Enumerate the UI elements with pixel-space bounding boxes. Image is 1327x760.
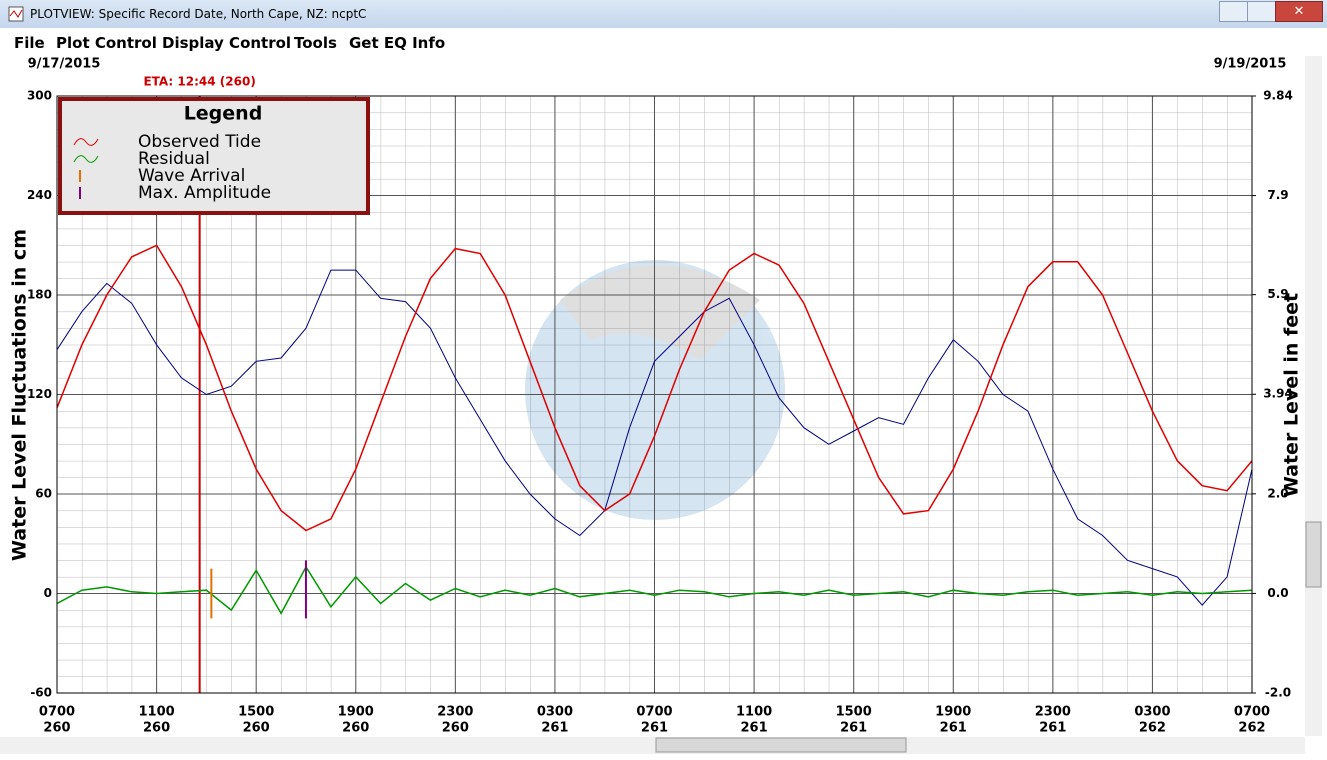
y-tick-label: 240 bbox=[27, 188, 52, 202]
legend-icon bbox=[73, 138, 99, 146]
chart: -60 0 60 120 180 240 300 -2.0 0.0 2.0 3.94 5.9 7.9 9.… bbox=[0, 56, 1322, 754]
series-layer bbox=[57, 244, 1252, 615]
x-day-label: 261 bbox=[641, 721, 668, 736]
x-day-label: 261 bbox=[840, 721, 867, 736]
y2-tick-label: 9.84 bbox=[1263, 89, 1293, 103]
title-bar: PLOTVIEW: Specific Record Date, North Ca… bbox=[0, 0, 1327, 28]
y-tick-label: 180 bbox=[27, 288, 52, 302]
x-day-label: 262 bbox=[1139, 721, 1166, 736]
end-date: 9/19/2015 bbox=[1214, 57, 1287, 72]
x-tick-label: 0300 bbox=[1134, 705, 1170, 720]
x-day-label: 260 bbox=[243, 721, 270, 736]
x-tick-label: 1100 bbox=[736, 705, 772, 720]
y2-axis-label: Water Level in feet bbox=[1281, 293, 1303, 497]
x-tick-label: 1500 bbox=[836, 705, 872, 720]
y2-tick-label: 7.9 bbox=[1267, 188, 1288, 202]
y-tick-label: 0 bbox=[44, 586, 52, 600]
x-day-label: 261 bbox=[940, 721, 967, 736]
minimize-button[interactable] bbox=[1219, 1, 1248, 22]
x-day-label: 261 bbox=[1039, 721, 1066, 736]
x-day-label: 260 bbox=[143, 721, 170, 736]
legend-icon bbox=[73, 155, 99, 163]
legend-label: Residual bbox=[138, 149, 210, 169]
y-tick-label: 120 bbox=[27, 387, 52, 401]
menu-item[interactable]: Tools bbox=[294, 34, 337, 52]
y-tick-label: 60 bbox=[35, 487, 52, 501]
vertical-scrollbar[interactable] bbox=[1305, 56, 1322, 736]
x-tick-label: 1500 bbox=[238, 705, 274, 720]
x-tick-label: 0300 bbox=[537, 705, 573, 720]
menu-item[interactable]: File bbox=[14, 34, 45, 52]
legend-box bbox=[58, 97, 370, 215]
x-tick-label: 0700 bbox=[1234, 705, 1270, 720]
menu-item[interactable]: Plot Control bbox=[56, 34, 157, 52]
x-day-label: 260 bbox=[342, 721, 369, 736]
x-tick-label: 0700 bbox=[39, 705, 75, 720]
y2-tick-label: 3.94 bbox=[1263, 387, 1293, 401]
y2-tick-label: 0.0 bbox=[1267, 586, 1288, 600]
scroll-thumb[interactable] bbox=[1305, 521, 1322, 588]
eta-label: ETA: 12:44 (260) bbox=[143, 75, 255, 89]
x-day-label: 261 bbox=[541, 721, 568, 736]
menu-item[interactable]: Get EQ Info bbox=[349, 34, 446, 52]
menu-item[interactable]: Display Control bbox=[162, 34, 292, 52]
y-axis-label: Water Level Fluctuations in cm bbox=[9, 229, 31, 561]
legend-label: Max. Amplitude bbox=[138, 183, 271, 203]
x-day-label: 261 bbox=[741, 721, 768, 736]
maximize-button[interactable] bbox=[1247, 1, 1276, 22]
x-day-label: 260 bbox=[43, 721, 70, 736]
y-tick-label: 300 bbox=[27, 89, 52, 103]
app-icon bbox=[8, 6, 24, 22]
x-day-label: 260 bbox=[442, 721, 469, 736]
series-line bbox=[57, 269, 1252, 606]
y2-tick-label: -2.0 bbox=[1265, 686, 1291, 700]
x-tick-label: 1900 bbox=[338, 705, 374, 720]
series-line bbox=[57, 565, 1252, 615]
x-day-label: 262 bbox=[1238, 721, 1265, 736]
x-tick-label: 1900 bbox=[935, 705, 971, 720]
scroll-thumb[interactable] bbox=[655, 737, 907, 753]
y2-tick-label: 5.9 bbox=[1267, 287, 1288, 301]
series-line bbox=[57, 244, 1252, 532]
x-tick-label: 2300 bbox=[1035, 705, 1071, 720]
window-title: PLOTVIEW: Specific Record Date, North Ca… bbox=[30, 7, 367, 21]
x-tick-label: 0700 bbox=[636, 705, 672, 720]
y2-tick-label: 2.0 bbox=[1267, 486, 1288, 500]
x-tick-label: 1100 bbox=[138, 705, 174, 720]
close-button[interactable]: ✕ bbox=[1275, 1, 1323, 22]
legend-label: Wave Arrival bbox=[138, 166, 245, 186]
plot-frame bbox=[56, 95, 1253, 694]
x-tick-label: 2300 bbox=[437, 705, 473, 720]
legend-title: Legend bbox=[184, 103, 263, 125]
horizontal-scrollbar[interactable] bbox=[0, 737, 1305, 754]
start-date: 9/17/2015 bbox=[28, 57, 101, 72]
menu-bar: File Plot Control Display Control Tools … bbox=[0, 28, 1327, 56]
legend-label: Observed Tide bbox=[138, 132, 261, 152]
y-tick-label: -60 bbox=[30, 686, 52, 700]
